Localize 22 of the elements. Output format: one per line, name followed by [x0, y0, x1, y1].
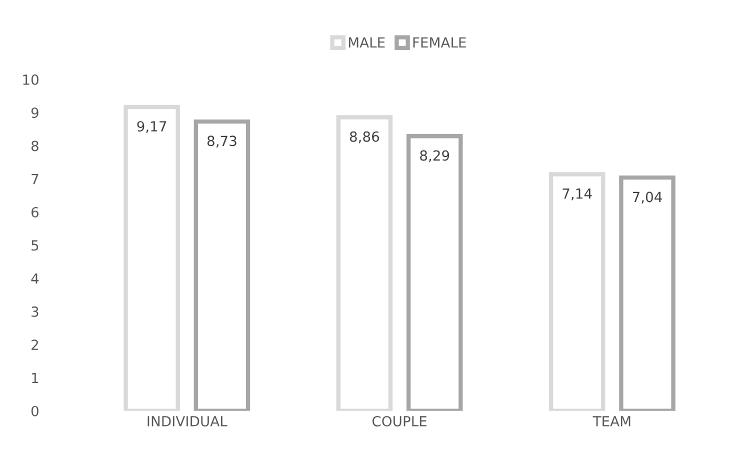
- x-tick-label: INDIVIDUAL: [148, 416, 228, 426]
- legend-label: FEMALE: [413, 37, 466, 48]
- y-tick-label: 10: [23, 74, 38, 85]
- legend-label: MALE: [348, 37, 385, 48]
- data-label: 8,29: [420, 150, 450, 162]
- y-tick-label: 6: [32, 206, 39, 218]
- data-label: 7,14: [562, 188, 592, 200]
- x-tick-label: COUPLE: [372, 416, 426, 426]
- data-label: 8,86: [350, 131, 380, 144]
- y-tick-label: 5: [32, 240, 38, 251]
- data-label: 9,17: [137, 121, 166, 134]
- y-tick-label: 2: [32, 340, 38, 350]
- y-tick-label: 8: [31, 140, 38, 152]
- y-tick-label: 9: [31, 108, 38, 118]
- data-label: 8,73: [207, 136, 236, 148]
- data-label: 7,04: [632, 192, 662, 204]
- y-tick-label: 1: [32, 372, 38, 384]
- y-tick-label: 4: [31, 273, 39, 284]
- y-tick-label: 7: [32, 174, 38, 184]
- y-tick-label: 3: [32, 306, 38, 317]
- x-tick-label: TEAM: [592, 416, 630, 426]
- y-tick-label: 0: [31, 406, 38, 416]
